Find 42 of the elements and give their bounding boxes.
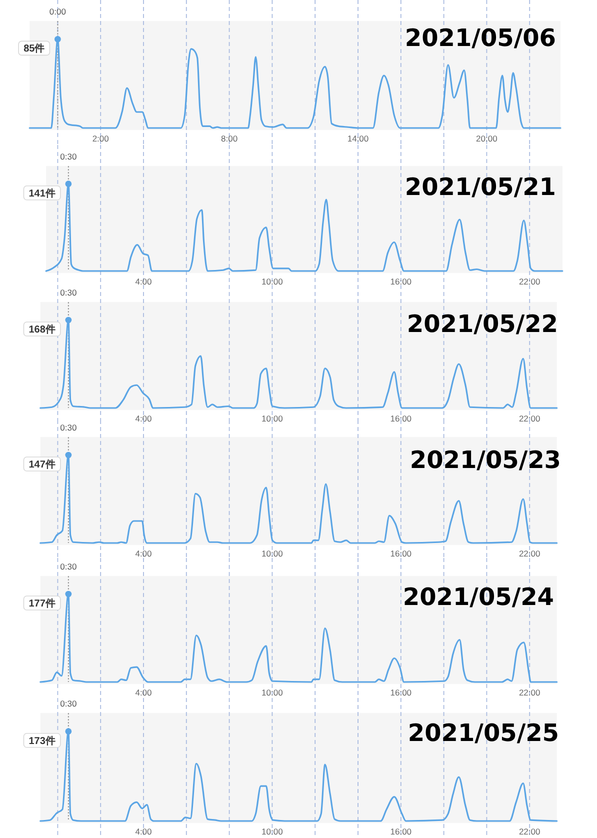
x-tick-label: 22:00: [518, 688, 541, 698]
chart-title: 2021/05/24: [402, 583, 554, 611]
x-tick-label: 16:00: [390, 548, 412, 558]
annotation: 147件: [28, 458, 56, 471]
x-tick-label: 10:00: [262, 414, 284, 424]
chart-title: 2021/05/25: [408, 719, 559, 747]
x-tick-label: 4:00: [135, 826, 152, 836]
x-tick-label: 22:00: [518, 276, 541, 286]
chart-title: 2021/05/22: [406, 310, 558, 338]
ref-line-label: 0:30: [60, 152, 77, 162]
x-tick-label: 10:00: [262, 826, 284, 836]
x-tick-label: 4:00: [135, 688, 152, 698]
chart-title: 2021/05/06: [404, 24, 556, 52]
x-tick-label: 22:00: [518, 548, 541, 558]
ref-line-label: 0:30: [60, 562, 77, 572]
x-tick-label: 22:00: [518, 826, 541, 836]
annotation: 168件: [28, 324, 56, 336]
x-tick-label: 14:00: [347, 134, 369, 144]
x-tick-label: 20:00: [476, 134, 498, 144]
ref-line-label: 0:30: [60, 288, 77, 298]
x-tick-label: 4:00: [135, 414, 152, 424]
ref-line-label: 0:30: [60, 422, 77, 432]
annotation: 177件: [28, 598, 56, 610]
x-tick-label: 4:00: [135, 276, 152, 286]
annotation: 141件: [28, 187, 56, 200]
ref-line-label: 0:30: [60, 698, 77, 708]
chart-title: 2021/05/21: [404, 173, 556, 201]
annotation: 85件: [24, 42, 45, 55]
x-tick-label: 10:00: [262, 548, 284, 558]
x-tick-label: 22:00: [518, 414, 541, 424]
chart-title: 2021/05/23: [410, 446, 561, 474]
x-tick-label: 10:00: [262, 688, 284, 698]
x-tick-label: 4:00: [135, 548, 152, 558]
x-tick-label: 16:00: [390, 826, 412, 836]
x-tick-label: 16:00: [390, 414, 412, 424]
x-tick-label: 10:00: [262, 276, 284, 286]
x-tick-label: 16:00: [390, 276, 412, 286]
x-tick-label: 8:00: [221, 134, 238, 144]
annotation: 173件: [28, 734, 56, 747]
x-tick-label: 2:00: [92, 134, 110, 144]
ref-line-label: 0:00: [49, 6, 66, 16]
x-tick-label: 16:00: [390, 688, 412, 698]
